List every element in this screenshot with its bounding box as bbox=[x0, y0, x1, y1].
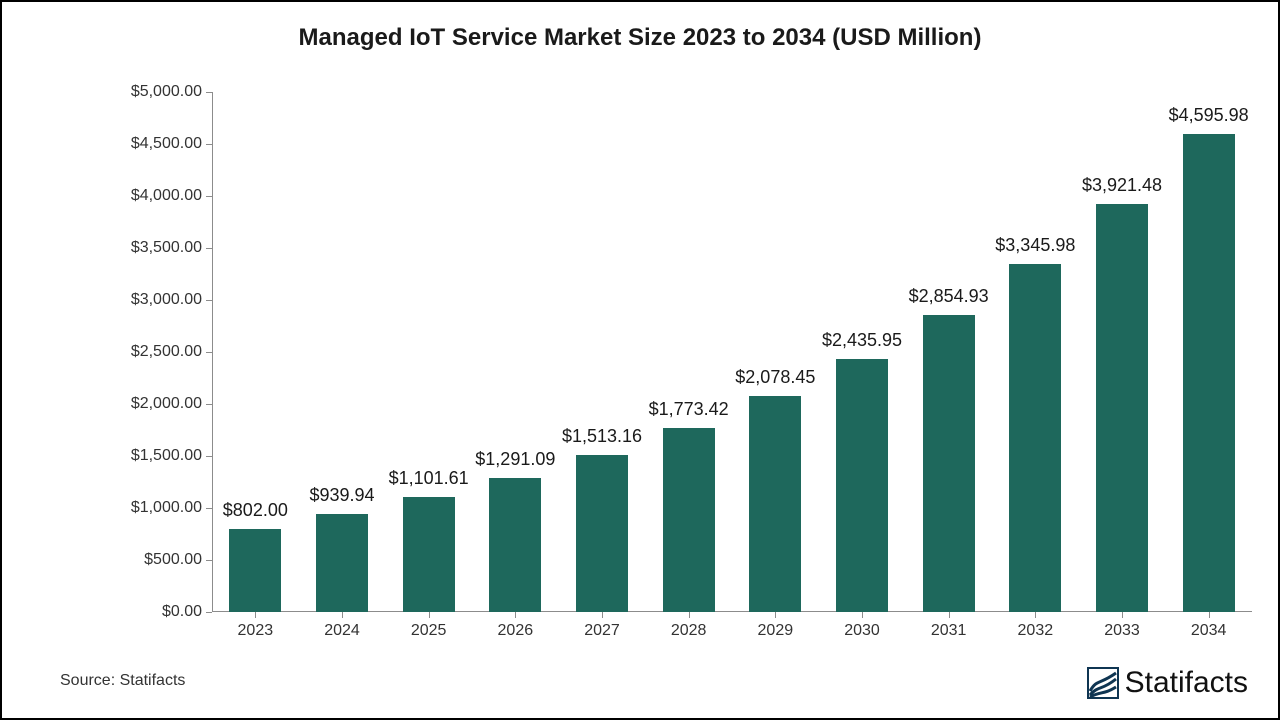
y-tick-label: $1,500.00 bbox=[131, 447, 212, 465]
y-tick-mark bbox=[206, 248, 212, 249]
bar-value-label: $2,435.95 bbox=[822, 330, 902, 351]
x-tick-mark bbox=[429, 612, 430, 618]
x-tick-mark bbox=[602, 612, 603, 618]
bar bbox=[576, 455, 628, 612]
x-tick-mark bbox=[255, 612, 256, 618]
bar bbox=[663, 428, 715, 612]
bar-value-label: $1,513.16 bbox=[562, 426, 642, 447]
y-tick-label: $0.00 bbox=[162, 603, 212, 621]
y-tick-mark bbox=[206, 92, 212, 93]
bar-value-label: $4,595.98 bbox=[1169, 105, 1249, 126]
brand-name: Statifacts bbox=[1125, 666, 1248, 700]
plot-area: $0.00$500.00$1,000.00$1,500.00$2,000.00$… bbox=[212, 92, 1252, 612]
y-tick-mark bbox=[206, 144, 212, 145]
bar-value-label: $3,921.48 bbox=[1082, 175, 1162, 196]
bar bbox=[836, 359, 888, 612]
chart-title: Managed IoT Service Market Size 2023 to … bbox=[2, 24, 1278, 52]
y-tick-label: $3,000.00 bbox=[131, 291, 212, 309]
bar-value-label: $2,854.93 bbox=[909, 286, 989, 307]
bar bbox=[1009, 264, 1061, 612]
y-tick-mark bbox=[206, 352, 212, 353]
bar-value-label: $2,078.45 bbox=[735, 367, 815, 388]
x-tick-mark bbox=[949, 612, 950, 618]
source-caption: Source: Statifacts bbox=[60, 672, 185, 690]
x-tick-mark bbox=[862, 612, 863, 618]
y-tick-mark bbox=[206, 560, 212, 561]
brand-icon bbox=[1087, 667, 1119, 699]
bar bbox=[316, 514, 368, 612]
x-tick-mark bbox=[342, 612, 343, 618]
bar bbox=[403, 497, 455, 612]
y-tick-mark bbox=[206, 196, 212, 197]
y-tick-mark bbox=[206, 612, 212, 613]
bar-value-label: $3,345.98 bbox=[995, 235, 1075, 256]
y-tick-label: $1,000.00 bbox=[131, 499, 212, 517]
bar bbox=[923, 315, 975, 612]
y-tick-label: $2,500.00 bbox=[131, 343, 212, 361]
y-tick-mark bbox=[206, 300, 212, 301]
bar-value-label: $802.00 bbox=[223, 500, 288, 521]
brand-logo: Statifacts bbox=[1087, 666, 1248, 700]
x-tick-mark bbox=[775, 612, 776, 618]
bar bbox=[749, 396, 801, 612]
chart-frame: Managed IoT Service Market Size 2023 to … bbox=[0, 0, 1280, 720]
bar bbox=[229, 529, 281, 612]
y-tick-mark bbox=[206, 508, 212, 509]
y-axis-line bbox=[212, 92, 213, 612]
bar-value-label: $1,291.09 bbox=[475, 449, 555, 470]
y-tick-label: $2,000.00 bbox=[131, 395, 212, 413]
bar-value-label: $939.94 bbox=[309, 485, 374, 506]
y-tick-label: $4,500.00 bbox=[131, 135, 212, 153]
x-tick-mark bbox=[1035, 612, 1036, 618]
y-tick-label: $5,000.00 bbox=[131, 83, 212, 101]
y-tick-mark bbox=[206, 456, 212, 457]
x-tick-mark bbox=[689, 612, 690, 618]
y-tick-label: $500.00 bbox=[144, 551, 212, 569]
y-tick-label: $3,500.00 bbox=[131, 239, 212, 257]
bar bbox=[489, 478, 541, 612]
bar-value-label: $1,101.61 bbox=[389, 468, 469, 489]
bar bbox=[1183, 134, 1235, 612]
x-tick-mark bbox=[1122, 612, 1123, 618]
y-tick-mark bbox=[206, 404, 212, 405]
bar bbox=[1096, 204, 1148, 612]
bar-value-label: $1,773.42 bbox=[649, 399, 729, 420]
y-tick-label: $4,000.00 bbox=[131, 187, 212, 205]
x-tick-mark bbox=[515, 612, 516, 618]
x-tick-mark bbox=[1209, 612, 1210, 618]
